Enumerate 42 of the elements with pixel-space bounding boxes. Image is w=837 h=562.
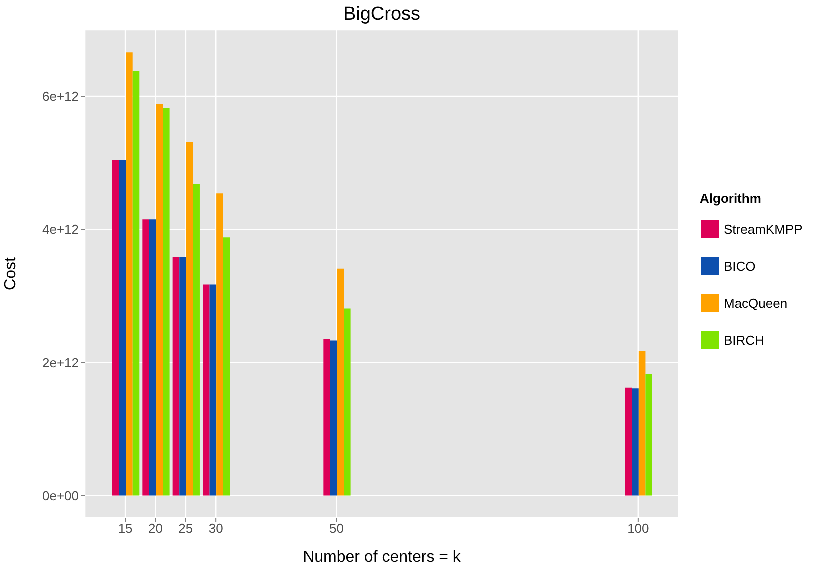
bar bbox=[646, 374, 652, 496]
bar bbox=[149, 220, 156, 496]
x-tick-label: 100 bbox=[628, 521, 650, 536]
bar bbox=[344, 308, 351, 496]
legend-label: MacQueen bbox=[724, 296, 788, 311]
x-tick-label: 15 bbox=[118, 521, 133, 536]
legend-label: StreamKMPP bbox=[724, 222, 803, 237]
bar bbox=[625, 388, 632, 496]
bar bbox=[186, 142, 194, 496]
x-tick-label: 50 bbox=[330, 521, 344, 536]
y-tick-label: 2e+12 bbox=[42, 355, 79, 370]
bar bbox=[210, 284, 217, 496]
bar bbox=[638, 351, 646, 496]
x-tick-label: 25 bbox=[178, 521, 194, 536]
bar bbox=[156, 104, 164, 496]
bar bbox=[632, 388, 639, 496]
bar bbox=[172, 258, 180, 496]
bar bbox=[132, 71, 140, 496]
x-tick-label: 20 bbox=[148, 521, 163, 536]
y-axis-title: Cost bbox=[2, 257, 20, 290]
legend-title: Algorithm bbox=[700, 191, 762, 206]
y-tick-label: 0e+00 bbox=[42, 488, 79, 504]
bar bbox=[112, 160, 120, 496]
x-axis-title: Number of centers = k bbox=[303, 549, 462, 562]
bar bbox=[223, 238, 230, 496]
legend-label: BICO bbox=[724, 259, 756, 274]
bar bbox=[216, 194, 224, 496]
bar bbox=[202, 284, 210, 496]
bar bbox=[337, 268, 344, 496]
chart-title: BigCross bbox=[342, 4, 422, 26]
bar bbox=[163, 108, 170, 496]
bar bbox=[119, 160, 126, 496]
bar bbox=[193, 184, 200, 496]
y-tick-label: 6e+12 bbox=[42, 89, 79, 104]
x-tick-label: 30 bbox=[208, 521, 224, 536]
bar bbox=[126, 52, 133, 496]
bar bbox=[180, 258, 186, 496]
y-tick-label: 4e+12 bbox=[42, 222, 79, 238]
legend-label: BIRCH bbox=[724, 333, 764, 348]
bar bbox=[330, 340, 338, 496]
bar bbox=[142, 220, 150, 496]
bar bbox=[324, 339, 330, 496]
